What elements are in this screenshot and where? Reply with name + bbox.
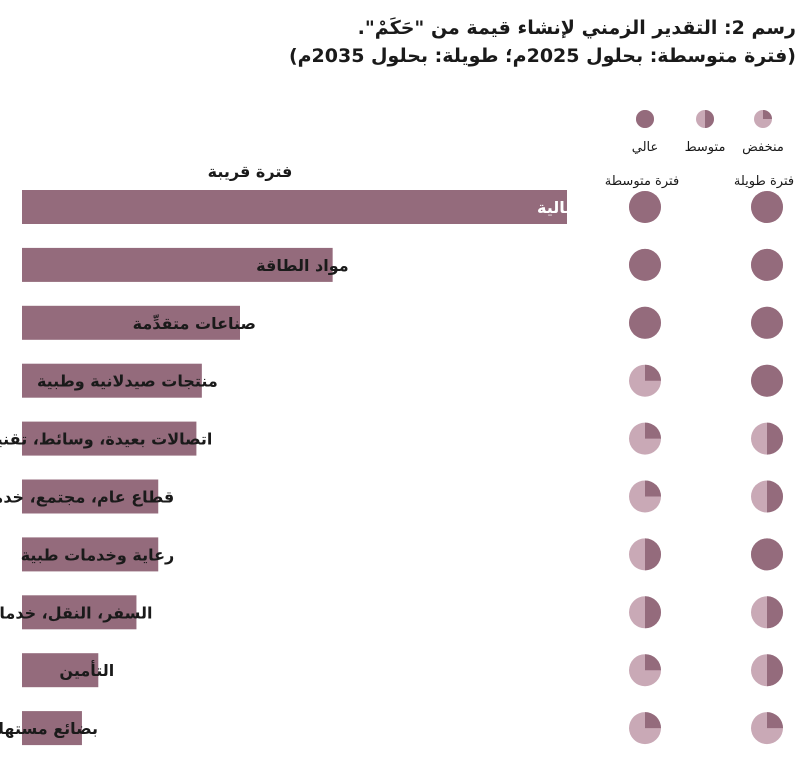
pie-medium-term — [629, 422, 661, 455]
chart-row: اتصالات بعيدة، وسائط، تقنية — [0, 421, 783, 456]
bar-label: اتصالات بعيدة، وسائط، تقنية — [0, 430, 212, 449]
legend-label-medium: متوسط — [685, 140, 726, 155]
legend-swatch-low — [754, 110, 772, 128]
pie-long-term — [751, 248, 783, 281]
bar — [22, 363, 202, 398]
pie-medium-term — [629, 654, 661, 687]
pie-medium-term — [629, 191, 661, 223]
bar — [22, 653, 99, 688]
pie-medium-term — [629, 364, 661, 397]
column-headers: فترة قريبة فترة متوسطة فترة طويلة — [208, 162, 794, 189]
chart-row: منتجات صيدلانية وطبية — [22, 363, 783, 398]
bar-label: السفر، النقل، خدمات لوجستية — [0, 603, 152, 622]
pie-medium-term — [629, 248, 661, 281]
legend-swatch-high — [636, 110, 654, 128]
chart-subtitle: (فترة متوسطة: بحلول 2025م؛ طويلة: بحلول … — [288, 45, 796, 67]
bar — [22, 537, 159, 572]
legend-label-low: منخفض — [742, 140, 784, 155]
bar-label: رعاية وخدمات طبية — [21, 545, 175, 564]
pie-long-term — [751, 364, 783, 397]
chart-title-block: رسم 2: التقدير الزمني لإنشاء قيمة من "حَ… — [16, 14, 796, 70]
pie-medium-term — [629, 306, 661, 339]
chart-row: التأمين — [22, 653, 783, 688]
chart-rows: مالية مواد الطاقة صناعات متقدِّمة منتجات صي… — [0, 190, 783, 746]
pie-column-header-long-term: فترة طويلة — [734, 174, 794, 189]
legend-label-high: عالي — [632, 140, 659, 155]
bar-label: صناعات متقدِّمة — [133, 313, 256, 332]
pie-medium-term — [629, 596, 661, 629]
chart-row: رعاية وخدمات طبية — [21, 537, 783, 572]
legend-swatch-medium — [696, 110, 714, 128]
pie-long-term — [751, 306, 783, 339]
chart-row: مواد الطاقة — [22, 247, 783, 282]
pie-column-header-medium-term: فترة متوسطة — [605, 174, 679, 189]
chart-row: قطاع عام، مجتمع، خدمات مهنية — [0, 479, 783, 514]
pie-long-term — [751, 712, 783, 745]
pie-medium-term — [629, 712, 661, 745]
pie-medium-term — [629, 480, 661, 513]
bar-label: التأمين — [59, 660, 114, 680]
bar-label: منتجات صيدلانية وطبية — [37, 372, 218, 391]
chart-row: مالية — [22, 190, 783, 224]
bar-label: قطاع عام، مجتمع، خدمات مهنية — [0, 488, 174, 507]
bar — [22, 711, 82, 746]
bar-label: بضائع مستهلكين — [0, 719, 98, 738]
pie-long-term — [751, 596, 783, 629]
bar — [22, 595, 137, 630]
chart-row: صناعات متقدِّمة — [22, 305, 783, 340]
pie-medium-term — [629, 538, 661, 571]
bar-label: مالية — [537, 198, 575, 217]
pie-long-term — [751, 654, 783, 687]
chart-row: بضائع مستهلكين — [0, 711, 783, 746]
bar — [22, 479, 159, 514]
chart-title: رسم 2: التقدير الزمني لإنشاء قيمة من "حَ… — [357, 17, 796, 39]
bar — [22, 190, 567, 224]
pie-long-term — [751, 538, 783, 571]
bar — [22, 305, 240, 340]
bar-column-header: فترة قريبة — [208, 162, 293, 181]
pie-long-term — [751, 422, 783, 455]
pie-long-term — [751, 191, 783, 223]
bar — [22, 421, 197, 456]
pie-long-term — [751, 480, 783, 513]
bar — [22, 247, 333, 282]
chart-row: السفر، النقل، خدمات لوجستية — [0, 595, 783, 630]
legend: منخفض متوسط عالي — [632, 110, 784, 155]
bar-label: مواد الطاقة — [256, 256, 348, 275]
